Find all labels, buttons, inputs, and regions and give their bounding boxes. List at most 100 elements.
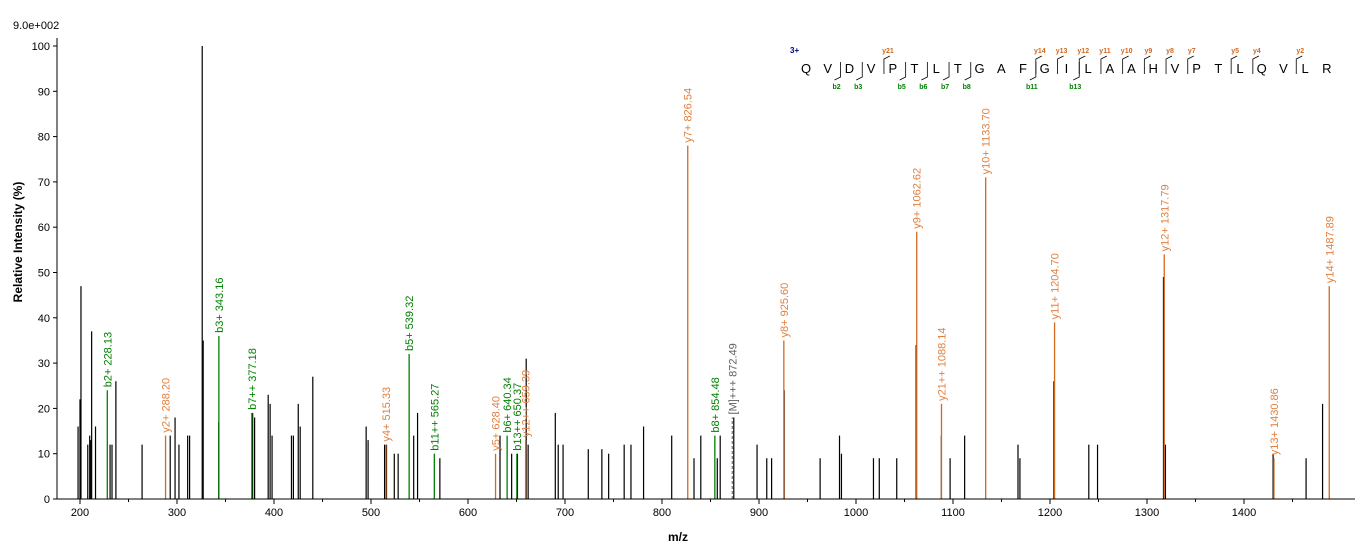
peak-y-ion-label: y9+ 1062.62 (912, 168, 924, 229)
x-tick-label: 1100 (941, 507, 965, 519)
b-ion-marker: b5 (898, 84, 906, 91)
peak-y-ion-label: y11+ 1204.70 (1050, 253, 1062, 319)
b-ion-bracket (942, 62, 950, 81)
y-ion-marker: y8 (1166, 48, 1174, 55)
b-ion-bracket (856, 62, 863, 81)
y-ion-bracket (883, 55, 891, 74)
sequence-residue: Q (801, 61, 811, 76)
y-ticks: 0 10 20 30 40 50 60 70 80 90 100 (32, 41, 57, 506)
y-tick-label: 60 (38, 222, 50, 234)
peak-y-ion-label: y8+ 925.60 (779, 283, 791, 338)
y-ion-bracket (1057, 55, 1064, 74)
y-ion-marker: y21 (882, 48, 894, 55)
y-ion-marker: y11 (1099, 48, 1110, 55)
y-ion-marker: y12 (1077, 48, 1089, 55)
x-tick-label: 400 (265, 507, 283, 519)
peak-b-ion-label: b11++ 565.27 (429, 384, 441, 451)
peak-y-ion-label: y10+ 1133.70 (981, 108, 993, 174)
sequence-residue: L (1301, 61, 1308, 76)
y-ion-bracket (1122, 55, 1129, 74)
y-ion-marker: y10 (1121, 48, 1133, 55)
peak-y-ion-label: y12++ 659.39 (521, 370, 533, 437)
b-ion-marker: b13 (1069, 84, 1081, 91)
y-ion-marker: y13 (1056, 48, 1068, 55)
y-tick-label: 40 (38, 313, 50, 325)
x-tick-label: 1300 (1135, 507, 1159, 519)
peak-precursor-label: [M]+++ 872.49 (727, 343, 739, 414)
sequence-residue: A (1105, 61, 1114, 76)
x-tick-label: 1000 (844, 507, 868, 519)
sequence-residue: V (1279, 61, 1288, 76)
peak-b-ion-label: b5+ 539.32 (404, 296, 416, 351)
peak-y-ion-label: y2+ 288.20 (161, 378, 173, 433)
b-ion-marker: b3 (854, 84, 862, 91)
y-ion-bracket (1143, 55, 1151, 74)
peak-y-ion-label: y21++ 1088.14 (936, 327, 948, 400)
b-ion-bracket (834, 62, 841, 81)
y-tick-label: 10 (38, 449, 50, 461)
sequence-residue: H (1149, 61, 1158, 76)
peak-b-ion-label: b6+ 640.34 (502, 377, 514, 432)
y-ion-bracket (1165, 55, 1173, 74)
y-ion-marker: y14 (1034, 48, 1046, 55)
intensity-scale: 9.0e+002 (13, 20, 59, 32)
y-tick-label: 70 (38, 177, 50, 189)
peak-y-ion-label: y12+ 1317.79 (1159, 184, 1171, 251)
x-tick-label: 800 (653, 507, 671, 519)
peak-b-ion-label: b2+ 228.13 (102, 332, 114, 387)
sequence-residue: D (845, 61, 854, 76)
b-ion-bracket (1029, 62, 1037, 81)
y-ion-marker: y4 (1253, 48, 1261, 55)
y-tick-label: 20 (38, 403, 50, 415)
sequence-residue: G (1040, 61, 1050, 76)
peak-b-ion-label: b7++ 377.18 (247, 348, 259, 410)
axes-layer (56, 38, 1355, 500)
sequence-residue: P (1192, 61, 1201, 76)
x-tick-label: 900 (750, 507, 768, 519)
b-ion-bracket (921, 62, 928, 81)
x-tick-label: 200 (71, 507, 89, 519)
y-ion-bracket (1035, 55, 1043, 74)
y-ion-bracket (1078, 55, 1086, 74)
b-ion-marker: b11 (1026, 84, 1038, 91)
peptide-sequence: 3+ Q V D V P T L T G A F G I L A A H V P T L Q V L Rb2 b3 b5 b6 b7 b8… (790, 46, 1331, 91)
y-ion-bracket (1295, 55, 1303, 74)
x-tick-label: 500 (362, 507, 380, 519)
charge-state: 3+ (790, 46, 799, 55)
sequence-residue: L (1084, 61, 1091, 76)
peak-y-ion-label: y4+ 515.33 (381, 387, 393, 442)
y-axis-title: Relative Intensity (%) (11, 182, 25, 303)
b-ion-bracket (964, 62, 972, 81)
y-ion-marker: y2 (1296, 48, 1304, 55)
peak-y-ion-label: y7+ 826.54 (683, 88, 695, 143)
sequence-residue: I (1065, 61, 1069, 76)
y-ion-bracket (1230, 55, 1238, 74)
y-ion-marker: y9 (1144, 48, 1152, 55)
peak-b-ion-label: b3+ 343.16 (214, 278, 226, 333)
sequence-residue: F (1019, 61, 1027, 76)
peak-y-ion-label: y5+ 628.40 (491, 396, 503, 451)
x-axis-title: m/z (668, 530, 688, 544)
y-ion-bracket (1100, 55, 1108, 74)
sequence-residue: L (933, 61, 940, 76)
x-tick-label: 300 (168, 507, 186, 519)
sequence-residue: R (1322, 61, 1331, 76)
peak-y-ion-label: y13+ 1430.86 (1269, 388, 1281, 455)
b-ion-marker: b6 (919, 84, 927, 91)
b-ion-marker: b2 (832, 84, 840, 91)
x-tick-label: 1400 (1232, 507, 1256, 519)
x-tick-label: 700 (556, 507, 574, 519)
sequence-residue: A (997, 61, 1006, 76)
x-tick-label: 1200 (1038, 507, 1062, 519)
peak-y-ion-label: y14+ 1487.89 (1324, 216, 1336, 283)
sequence-residue: G (975, 61, 985, 76)
y-ion-bracket (1187, 55, 1194, 74)
peak-labels-layer: b2+ 228.13 b3+ 343.16 b7++ 377.18 b5+ 539.3… (102, 88, 1336, 455)
y-ion-bracket (1252, 55, 1260, 74)
sequence-residue: V (1171, 61, 1180, 76)
peak-b-ion-label: b8+ 854.48 (710, 377, 722, 432)
sequence-residue: L (1236, 61, 1243, 76)
y-ion-marker: y5 (1231, 48, 1239, 55)
b-ion-marker: b7 (941, 84, 949, 91)
